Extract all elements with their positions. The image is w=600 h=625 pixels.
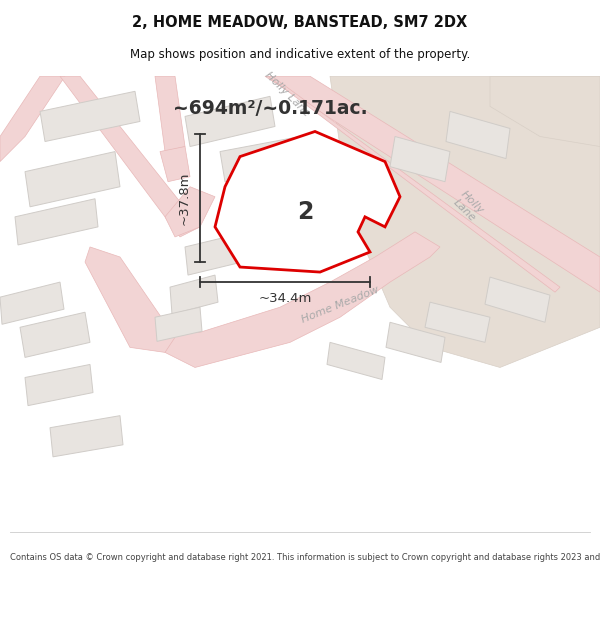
- Polygon shape: [327, 342, 385, 379]
- Polygon shape: [390, 136, 450, 182]
- Text: Contains OS data © Crown copyright and database right 2021. This information is : Contains OS data © Crown copyright and d…: [10, 553, 600, 562]
- Polygon shape: [185, 235, 238, 275]
- Text: 2: 2: [297, 200, 313, 224]
- Polygon shape: [25, 151, 120, 207]
- Polygon shape: [330, 76, 600, 368]
- Polygon shape: [245, 159, 318, 205]
- Polygon shape: [165, 187, 215, 237]
- Polygon shape: [485, 277, 550, 322]
- Polygon shape: [235, 205, 277, 238]
- Polygon shape: [160, 146, 190, 182]
- Polygon shape: [490, 76, 600, 146]
- Polygon shape: [60, 76, 200, 237]
- Polygon shape: [155, 76, 185, 151]
- Polygon shape: [40, 91, 140, 141]
- Polygon shape: [425, 302, 490, 343]
- Polygon shape: [220, 136, 305, 182]
- Polygon shape: [0, 282, 64, 324]
- Polygon shape: [170, 275, 218, 314]
- Text: Holly
Lane: Holly Lane: [451, 189, 485, 224]
- Polygon shape: [20, 312, 90, 358]
- Text: ~34.4m: ~34.4m: [259, 292, 311, 304]
- Text: Map shows position and indicative extent of the property.: Map shows position and indicative extent…: [130, 48, 470, 61]
- Text: ~694m²/~0.171ac.: ~694m²/~0.171ac.: [173, 99, 367, 118]
- Text: Holly Lane: Holly Lane: [263, 70, 311, 119]
- Polygon shape: [446, 111, 510, 159]
- Polygon shape: [268, 76, 560, 292]
- Polygon shape: [85, 247, 175, 352]
- Polygon shape: [50, 416, 123, 457]
- Polygon shape: [255, 167, 338, 212]
- Polygon shape: [185, 96, 275, 146]
- Polygon shape: [15, 199, 98, 245]
- Polygon shape: [386, 322, 445, 362]
- Polygon shape: [0, 76, 65, 162]
- Text: 2, HOME MEADOW, BANSTEAD, SM7 2DX: 2, HOME MEADOW, BANSTEAD, SM7 2DX: [133, 14, 467, 29]
- Polygon shape: [25, 364, 93, 406]
- Text: ~37.8m: ~37.8m: [178, 171, 191, 225]
- Polygon shape: [165, 232, 440, 368]
- Polygon shape: [215, 131, 400, 272]
- Polygon shape: [280, 199, 353, 242]
- Polygon shape: [265, 76, 600, 292]
- Text: Home Meadow: Home Meadow: [300, 285, 380, 326]
- Polygon shape: [345, 177, 395, 217]
- Polygon shape: [155, 308, 202, 341]
